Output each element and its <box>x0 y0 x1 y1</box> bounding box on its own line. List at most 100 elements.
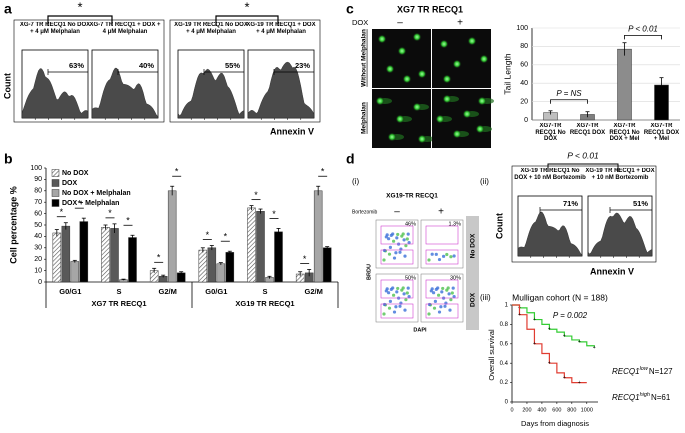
gate-percent: 23% <box>295 61 310 70</box>
bar <box>101 227 110 283</box>
error-bar <box>227 250 232 254</box>
bar <box>313 190 323 283</box>
error-bar <box>54 229 59 237</box>
cell-dot <box>432 306 437 310</box>
bar <box>216 263 226 283</box>
cell-dot <box>387 252 392 256</box>
cell-dot <box>382 312 386 316</box>
x-tick-label: XG7-TR RECQ1 No DOX + Mel <box>609 123 640 143</box>
cell-dot <box>427 258 431 262</box>
axis-title: Annexin V <box>590 266 634 276</box>
censor-mark: + <box>578 339 581 345</box>
error-bar <box>200 247 205 253</box>
significance-bracket <box>547 163 619 172</box>
bar <box>617 48 632 121</box>
image-title: XG7 TR RECQ1 <box>397 4 463 14</box>
cell-dot <box>404 298 408 302</box>
cell-dot <box>382 248 387 253</box>
cell-dot <box>402 292 406 296</box>
treatment-label: Bortezomib <box>352 209 378 215</box>
legend-count: N=61 <box>651 393 671 402</box>
legend-sup: low <box>640 366 649 372</box>
cell-dot <box>446 286 450 290</box>
significance-star: * <box>78 199 82 209</box>
y-tick-label: 0.2 <box>500 380 509 386</box>
error-bar <box>267 275 272 279</box>
cell-dot <box>405 237 409 241</box>
cell-dot <box>382 258 386 262</box>
cell-dot <box>447 292 451 296</box>
sub-label: (i) <box>352 177 359 186</box>
x-tick-label-box: XG7-TR RECQ1 No DOX <box>535 123 565 142</box>
gate <box>425 303 459 319</box>
comet-head <box>462 109 472 119</box>
cell-dot <box>398 304 402 308</box>
comet-head <box>467 36 477 46</box>
y-tick-label: 0 <box>505 400 509 406</box>
legend-swatch <box>51 199 60 207</box>
histogram <box>21 68 89 119</box>
panel-frame <box>511 165 657 263</box>
cell-dot <box>392 256 397 260</box>
sample-label: XG-19 TR RECQ1 No DOX + 4 μM Melphalan <box>174 22 248 35</box>
cell-dot <box>406 232 410 236</box>
cell-dot <box>384 289 388 293</box>
error-bar <box>276 228 281 236</box>
axis-title: Cell percentage % <box>8 186 18 264</box>
cell-dot <box>443 304 447 308</box>
cell-dot <box>396 286 400 291</box>
sample-label-box: XG-19 TR RECQ1 + DOX + 4 μM Melphalan <box>246 22 316 35</box>
legend-label: No DOX <box>62 170 89 177</box>
censor-mark: + <box>518 312 521 318</box>
annotation: P < 0.01 <box>628 24 658 33</box>
sample-label: XG-19 TR RECQ1 + DOX + 4 μM Melphalan <box>246 22 316 35</box>
legend-sup: high <box>640 392 650 398</box>
cell-dot <box>406 286 410 290</box>
cell-dot <box>398 250 402 254</box>
significance-star: * <box>321 167 325 177</box>
comet-head <box>475 124 485 134</box>
legend-swatch <box>51 189 60 197</box>
cell-dot <box>387 237 391 241</box>
significance-star: * <box>157 253 161 263</box>
x-tick-label-box: XG7-TR RECQ1 DOX <box>570 123 605 136</box>
comet-head <box>412 32 422 42</box>
row-label: DOX <box>470 292 477 307</box>
cell-dot <box>434 252 438 256</box>
error-bar <box>112 223 117 233</box>
axis-title: Days from diagnosis <box>521 419 589 428</box>
cell-dot <box>436 286 440 290</box>
cell-dot <box>395 290 399 294</box>
histogram <box>177 68 245 119</box>
significance-star: * <box>77 0 82 14</box>
group-label: XG19 TR RECQ1 <box>235 299 294 308</box>
treatment-off: – <box>394 207 400 218</box>
cell-dot <box>437 310 442 314</box>
dox-label: DOX <box>352 18 368 27</box>
axis-title: Count <box>2 73 12 99</box>
y-tick-label: 0.4 <box>500 361 509 367</box>
panel-frame <box>13 19 165 123</box>
x-tick-label: G2/M <box>158 287 176 296</box>
y-tick-label: 0.8 <box>500 322 509 328</box>
significance-bracket <box>624 34 662 40</box>
cell-dot <box>441 286 445 291</box>
sub-label: (ii) <box>480 177 489 186</box>
y-tick-label: 40 <box>520 80 528 87</box>
cell-dot <box>440 290 444 294</box>
sub-title: XG19-TR RECQ1 <box>386 193 438 200</box>
comet-head <box>452 59 462 69</box>
bar <box>79 221 89 283</box>
cell-dot <box>452 254 456 258</box>
censor-mark: + <box>563 333 566 339</box>
bar <box>247 207 256 283</box>
significance-star: * <box>206 230 210 240</box>
legend-swatch <box>51 169 60 177</box>
histogram <box>587 212 653 257</box>
cell-dot <box>391 232 395 236</box>
cell-dot <box>388 245 392 249</box>
significance-star: * <box>244 0 249 14</box>
histogram <box>517 211 583 257</box>
dox-off: – <box>397 18 403 29</box>
